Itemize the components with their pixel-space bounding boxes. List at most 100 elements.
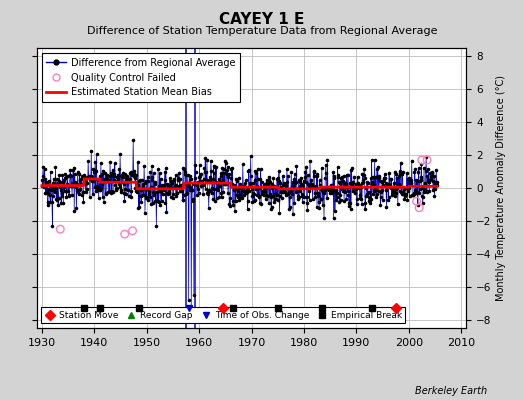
Point — [240, 183, 248, 189]
Point — [232, 198, 240, 204]
Point — [110, 177, 118, 184]
Point — [400, 196, 409, 203]
Point — [385, 170, 393, 177]
Point — [309, 183, 317, 190]
Point — [267, 194, 275, 201]
Point — [59, 179, 67, 185]
Point — [89, 178, 97, 185]
Point — [139, 183, 147, 189]
Point — [252, 169, 260, 176]
Point — [415, 190, 423, 196]
Point — [327, 182, 335, 188]
Point — [289, 210, 297, 217]
Point — [144, 178, 152, 184]
Point — [374, 163, 382, 170]
Point — [39, 183, 48, 189]
Point — [57, 187, 65, 193]
Point — [257, 201, 265, 208]
Point — [307, 182, 315, 189]
Point — [377, 194, 385, 200]
Point — [224, 190, 232, 196]
Point — [421, 168, 430, 174]
Point — [46, 192, 54, 198]
Point — [400, 191, 409, 198]
Point — [391, 192, 399, 199]
Point — [398, 169, 407, 176]
Point — [404, 188, 412, 194]
Point — [208, 190, 216, 196]
Point — [142, 178, 150, 184]
Point — [155, 188, 163, 194]
Point — [364, 188, 373, 195]
Point — [210, 169, 218, 176]
Point — [189, 198, 197, 204]
Point — [402, 183, 411, 189]
Point — [341, 180, 349, 186]
Point — [359, 179, 367, 186]
Point — [180, 169, 189, 175]
Point — [114, 176, 122, 182]
Point — [117, 188, 126, 195]
Point — [291, 189, 300, 195]
Point — [38, 177, 46, 184]
Point — [310, 168, 319, 175]
Point — [381, 175, 389, 182]
Point — [332, 197, 341, 203]
Point — [95, 176, 103, 183]
Point — [418, 157, 426, 163]
Point — [222, 167, 231, 173]
Point — [385, 194, 393, 200]
Point — [127, 194, 135, 200]
Point — [357, 196, 365, 202]
Point — [275, 210, 283, 216]
Point — [256, 166, 265, 172]
Point — [157, 198, 166, 205]
Point — [346, 200, 354, 206]
Point — [419, 194, 427, 200]
Point — [234, 185, 243, 191]
Point — [391, 186, 400, 192]
Point — [215, 183, 224, 189]
Point — [248, 199, 257, 206]
Point — [67, 173, 75, 179]
Point — [403, 170, 411, 176]
Point — [259, 191, 267, 197]
Point — [420, 165, 428, 172]
Point — [319, 189, 328, 196]
Point — [312, 173, 321, 179]
Point — [345, 180, 354, 186]
Point — [222, 180, 231, 187]
Point — [383, 183, 391, 189]
Point — [42, 190, 50, 196]
Text: Berkeley Earth: Berkeley Earth — [415, 386, 487, 396]
Point — [274, 196, 282, 203]
Point — [222, 160, 230, 166]
Point — [178, 196, 187, 203]
Point — [372, 174, 380, 180]
Point — [226, 183, 235, 189]
Point — [271, 185, 280, 191]
Point — [266, 179, 275, 186]
Point — [336, 180, 344, 186]
Point — [384, 196, 392, 203]
Point — [66, 172, 74, 178]
Point — [359, 172, 368, 179]
Point — [329, 187, 337, 193]
Point — [402, 184, 410, 191]
Point — [206, 177, 214, 184]
Point — [294, 196, 302, 202]
Point — [70, 164, 78, 171]
Point — [320, 215, 328, 221]
Point — [247, 185, 256, 192]
Point — [253, 183, 261, 190]
Point — [133, 189, 141, 195]
Point — [131, 184, 139, 191]
Point — [297, 174, 305, 181]
Point — [109, 189, 117, 196]
Point — [167, 185, 176, 191]
Point — [433, 182, 441, 188]
Point — [208, 185, 216, 191]
Point — [130, 168, 138, 174]
Point — [290, 199, 299, 206]
Point — [176, 176, 184, 182]
